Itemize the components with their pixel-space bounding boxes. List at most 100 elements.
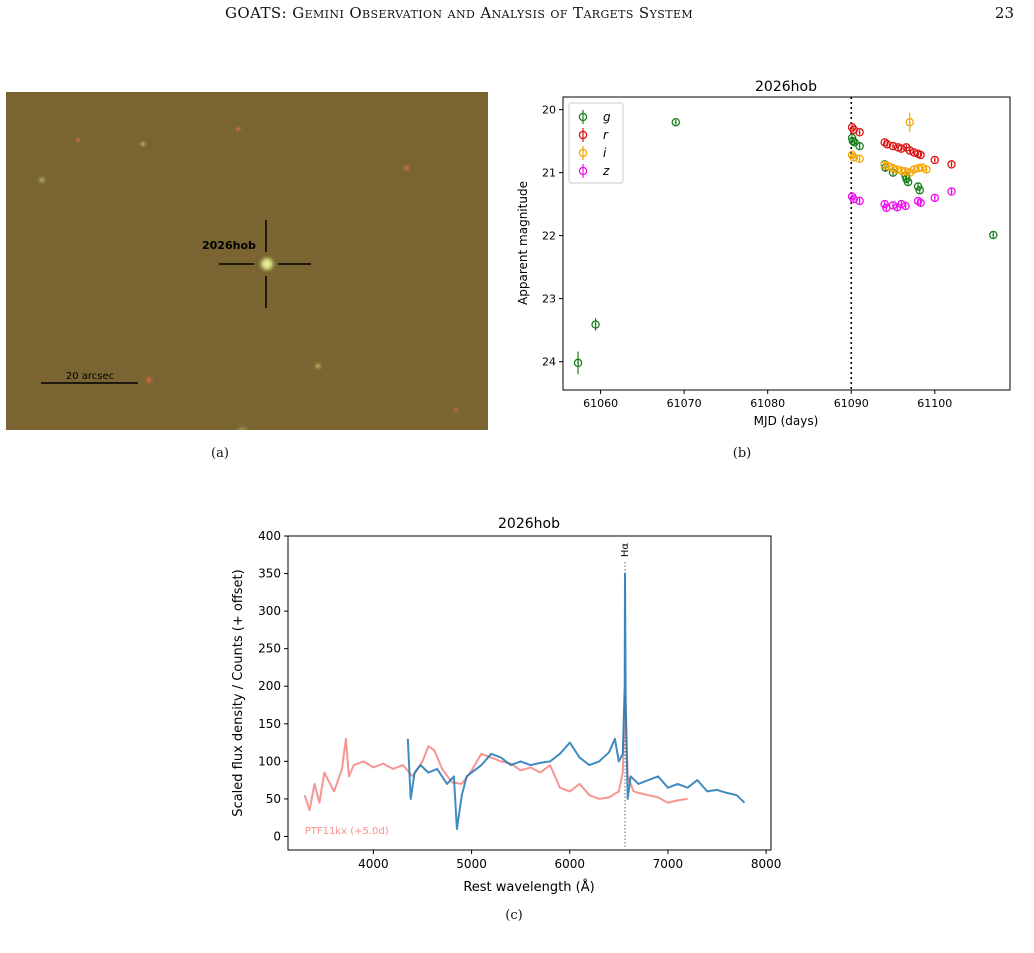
- image-cutout-svg: 2026hob 20 arcsec: [6, 92, 488, 441]
- data-point-center: [908, 121, 911, 124]
- data-point: [947, 160, 956, 169]
- template-label: PTF11kx (+5.0d): [305, 826, 389, 837]
- light-curve-panel: 2026hob MJD (days) Apparent magnitude 61…: [505, 75, 1030, 435]
- data-point-center: [885, 206, 888, 209]
- spectrum-ylabel: Scaled flux density / Counts (+ offset): [231, 569, 246, 816]
- y-tick-label: 24: [542, 356, 556, 369]
- light-curve-chart: 2026hob MJD (days) Apparent magnitude 61…: [516, 79, 1011, 428]
- data-point: [913, 196, 923, 206]
- legend-box: [568, 102, 624, 184]
- y-tick-label: 21: [542, 167, 556, 180]
- data-point: [897, 144, 906, 153]
- data-point: [901, 201, 910, 211]
- caption-b: (b): [732, 446, 752, 461]
- data-point: [916, 150, 925, 160]
- spectrum-panel: 2026hob Rest wavelength (Å) Scaled flux …: [225, 512, 785, 902]
- template-spectrum-line: [303, 696, 688, 812]
- x-tick-label: 61080: [750, 397, 785, 410]
- spectrum-frame: [287, 535, 772, 851]
- data-point-center: [900, 147, 903, 150]
- data-point-center: [852, 156, 855, 159]
- transient-source: [257, 254, 277, 274]
- data-point: [848, 136, 858, 146]
- y-tick-label: 350: [258, 567, 281, 581]
- field-star: [74, 136, 82, 144]
- data-point: [947, 187, 956, 196]
- legend-label: g: [603, 110, 611, 124]
- data-point-center: [892, 145, 894, 148]
- data-point-center: [992, 234, 995, 236]
- observed-spectrum-line: [406, 572, 746, 830]
- data-point-center: [919, 154, 922, 156]
- data-point-center: [896, 206, 899, 209]
- spectrum-xlabel: Rest wavelength (Å): [463, 879, 594, 895]
- data-point-center: [852, 140, 854, 143]
- data-point: [591, 320, 600, 329]
- light-curve-ylabel: Apparent magnitude: [516, 181, 530, 305]
- light-curve-marks: [573, 112, 998, 375]
- caption-a: (a): [211, 446, 229, 461]
- legend-label: i: [603, 146, 607, 160]
- y-tick-label: 23: [542, 293, 556, 306]
- data-point: [915, 186, 925, 195]
- data-point-center: [886, 143, 889, 146]
- legend-label: z: [602, 164, 610, 178]
- y-tick-label: 20: [542, 104, 556, 117]
- data-point: [922, 165, 931, 174]
- data-point-center: [858, 157, 861, 160]
- data-point-center: [852, 198, 855, 200]
- x-tick-label: 4000: [358, 857, 389, 871]
- legend-marker: [578, 112, 588, 122]
- data-point-center: [577, 362, 579, 364]
- spectrum-chart: 2026hob Rest wavelength (Å) Scaled flux …: [231, 516, 781, 895]
- data-point-center: [933, 159, 936, 161]
- field-star: [143, 374, 155, 386]
- legend-marker: [578, 166, 588, 176]
- data-point-center: [950, 163, 953, 166]
- x-tick-label: 6000: [554, 857, 585, 871]
- x-tick-label: 61100: [917, 397, 952, 410]
- y-tick-label: 300: [258, 604, 281, 618]
- data-point-center: [919, 201, 922, 204]
- field-star: [36, 174, 48, 186]
- image-cutout: 2026hob 20 arcsec: [6, 92, 488, 441]
- data-point-center: [933, 196, 936, 199]
- data-point-center: [918, 189, 921, 192]
- data-point: [849, 194, 859, 204]
- data-point: [855, 154, 864, 164]
- light-curve-frame: [562, 96, 1011, 391]
- spectrum-axes: 4000 5000 6000 7000 8000 0 50 100 150 200 250 300 35…: [258, 529, 781, 871]
- data-point-center: [925, 168, 928, 171]
- data-point: [916, 198, 925, 208]
- light-curve-axes: 61060 61070 61080 61090 61100 20 21 22 23 24: [542, 97, 952, 410]
- data-point: [930, 155, 940, 165]
- data-point-center: [904, 205, 907, 207]
- spectrum-marks: PTF11kx (+5.0d): [303, 572, 746, 837]
- field-star: [312, 360, 324, 372]
- x-tick-label: 61060: [583, 397, 618, 410]
- light-curve-xlabel: MJD (days): [754, 414, 819, 428]
- y-tick-label: 250: [258, 642, 281, 656]
- target-label: 2026hob: [202, 239, 256, 252]
- halpha-label: Hα: [620, 543, 631, 558]
- data-point: [671, 117, 681, 127]
- data-point-center: [858, 200, 861, 202]
- y-tick-label: 50: [266, 792, 281, 806]
- data-point: [855, 141, 864, 151]
- data-point: [882, 140, 892, 149]
- data-point: [903, 177, 913, 187]
- data-point-center: [852, 128, 855, 131]
- data-point: [573, 358, 583, 368]
- scale-bar-label: 20 arcsec: [66, 371, 114, 382]
- x-tick-label: 5000: [456, 857, 487, 871]
- running-title: GOATS: Gemini Observation and Analysis o…: [225, 4, 694, 22]
- data-point: [905, 117, 914, 127]
- data-point-center: [908, 171, 911, 174]
- field-star: [138, 139, 148, 149]
- data-point-center: [594, 323, 597, 326]
- data-point-center: [858, 131, 861, 134]
- legend-marker: [578, 148, 588, 158]
- legend-label: r: [603, 128, 609, 142]
- x-tick-label: 61070: [667, 397, 702, 410]
